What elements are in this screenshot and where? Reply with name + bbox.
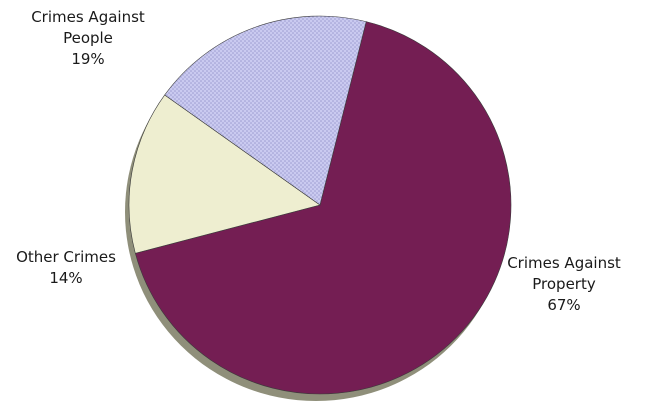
pie-slices — [128, 15, 512, 395]
label-line: People — [63, 29, 113, 47]
label-line: Other Crimes — [16, 248, 116, 266]
slice-other-crimes — [128, 94, 321, 254]
label-line: Crimes Against — [31, 8, 145, 26]
pie-labels: Crimes Against Property 67% Other Crimes 14%… — [16, 8, 621, 314]
slice-crimes-against-people — [164, 15, 367, 206]
label-line: 14% — [49, 269, 82, 287]
label-line: 67% — [547, 296, 580, 314]
label-other-crimes: Other Crimes 14% — [16, 248, 116, 287]
label-crimes-against-people: Crimes Against People 19% — [31, 8, 145, 68]
label-crimes-against-property: Crimes Against Property 67% — [507, 254, 621, 314]
label-line: 19% — [71, 50, 104, 68]
label-line: Crimes Against — [507, 254, 621, 272]
label-line: Property — [532, 275, 596, 293]
slice-crimes-against-property — [134, 21, 512, 395]
